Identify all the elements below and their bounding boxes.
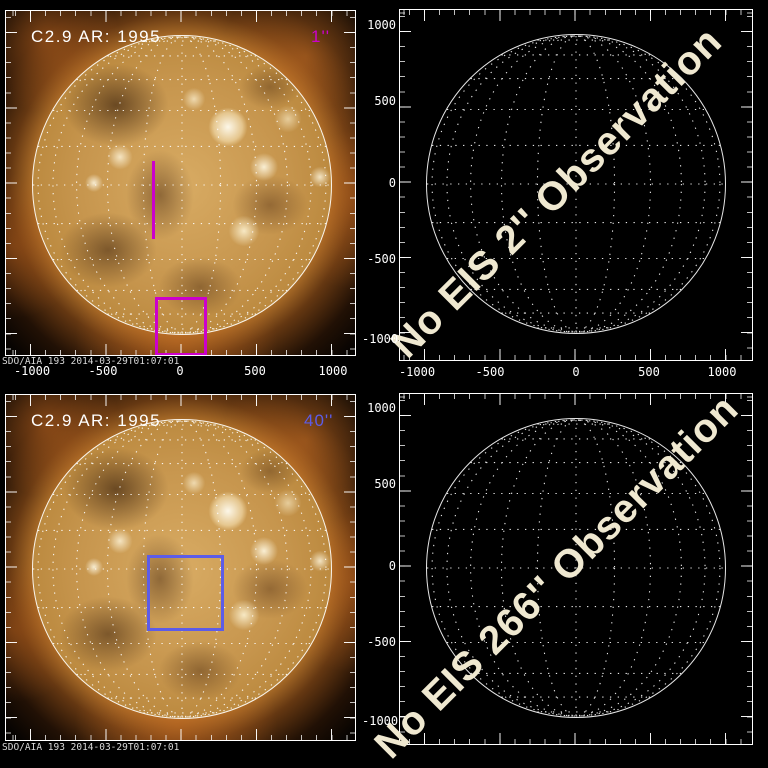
eis-fov-box <box>147 555 224 631</box>
solar-limb-circle <box>426 34 726 334</box>
solar-limb-circle <box>32 419 332 719</box>
axis-ticks <box>741 394 752 744</box>
y-tick-label: -500 <box>367 635 396 649</box>
x-tick-label: 1000 <box>318 364 348 378</box>
axis-ticks <box>400 394 752 399</box>
axis-ticks <box>747 10 752 360</box>
axis-ticks <box>741 10 752 360</box>
axis-ticks <box>400 355 752 360</box>
heliographic-grid <box>32 36 332 334</box>
x-tick-label: 1000 <box>707 365 737 379</box>
panel-top-left: C2.9 AR: 1995 1'' <box>5 10 356 356</box>
y-tick-label: 1000 <box>367 18 396 32</box>
axis-ticks <box>400 739 752 744</box>
y-tick-label: 500 <box>374 94 396 108</box>
solar-limb-circle <box>32 35 332 335</box>
credit-label: SDO/AIA 193 2014-03-29T01:07:01 <box>2 742 180 753</box>
y-tick-label: 500 <box>374 477 396 491</box>
x-tick-label: 0 <box>176 364 184 378</box>
panel-title: C2.9 AR: 1995 <box>31 411 162 430</box>
axis-ticks <box>400 10 405 360</box>
y-tick-label: 0 <box>388 176 396 190</box>
axis-ticks <box>400 394 405 744</box>
axis-ticks <box>400 349 752 360</box>
axis-ticks <box>747 394 752 744</box>
x-tick-label: -500 <box>88 364 118 378</box>
axis-ticks <box>400 733 752 744</box>
panel-bottom-left: C2.9 AR: 1995 40'' <box>5 394 356 741</box>
x-tick-label: 500 <box>244 364 266 378</box>
x-tick-label: -500 <box>475 365 505 379</box>
x-tick-label: 500 <box>638 365 660 379</box>
axis-ticks <box>400 10 752 15</box>
y-tick-label: -1000 <box>362 332 399 346</box>
x-tick-label: 0 <box>572 365 580 379</box>
solar-limb-circle <box>426 418 726 718</box>
y-tick-label: 0 <box>388 559 396 573</box>
y-tick-label: 1000 <box>367 401 396 415</box>
slit-width-label: 1'' <box>311 27 330 46</box>
eis-slit-line <box>152 161 155 239</box>
y-tick-label: -500 <box>367 252 396 266</box>
panel-title: C2.9 AR: 1995 <box>31 27 162 46</box>
eis-fov-box <box>155 297 207 355</box>
x-tick-label: -1000 <box>13 364 51 378</box>
y-tick-label: -1000 <box>362 714 399 728</box>
credit-label: SDO/AIA 193 2014-03-29T01:07:01 <box>2 356 180 367</box>
x-tick-label: -1000 <box>398 365 436 379</box>
slit-width-label: 40'' <box>304 411 334 430</box>
